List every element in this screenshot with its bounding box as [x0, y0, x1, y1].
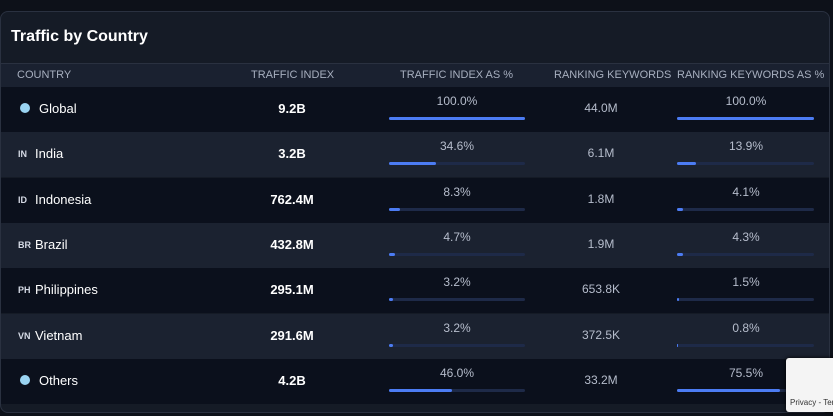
- country-name: Philippines: [35, 282, 98, 298]
- progress-bar: [677, 388, 781, 392]
- traffic-index: 295.1M: [270, 282, 314, 298]
- table-row: [1, 177, 829, 223]
- table-row: [1, 132, 829, 178]
- ranking-keywords: 372.5K: [581, 327, 621, 342]
- column-header: RANKING KEYWORDS AS %: [677, 69, 825, 81]
- traffic-pct-label: 3.2%: [443, 320, 471, 335]
- column-header: TRAFFIC INDEX AS %: [400, 69, 514, 81]
- ranking-keywords: 6.1M: [587, 146, 615, 161]
- traffic-index: 432.8M: [270, 236, 314, 252]
- country-code: BR: [18, 239, 31, 250]
- traffic-pct-label: 34.6%: [439, 139, 475, 154]
- country-code: ID: [18, 194, 27, 205]
- traffic-card: Traffic by Country COUNTRY TRAFFIC INDEX T…: [0, 11, 830, 413]
- country-code: IN: [18, 149, 27, 160]
- country-code: PH: [18, 285, 31, 296]
- progress-track: [677, 207, 814, 211]
- column-header: COUNTRY: [17, 69, 72, 81]
- country-name: Vietnam: [35, 327, 83, 343]
- table-row: [1, 358, 829, 404]
- recaptcha-text[interactable]: Privacy - Terms: [790, 398, 833, 407]
- globe-icon: [20, 103, 30, 113]
- progress-bar: [389, 162, 437, 166]
- progress-bar: [677, 117, 814, 120]
- table-row: [1, 313, 829, 359]
- keywords-pct-label: 100.0%: [725, 94, 767, 108]
- traffic-index: 4.2B: [278, 372, 306, 388]
- progress-track: [677, 298, 814, 302]
- country-name: Indonesia: [35, 191, 92, 207]
- traffic-index: 291.6M: [270, 327, 314, 343]
- keywords-pct-label: 13.9%: [728, 139, 764, 154]
- table-header: [1, 63, 829, 88]
- progress-track: [389, 388, 525, 392]
- table-row: [1, 87, 829, 132]
- country-name: Brazil: [35, 236, 68, 252]
- traffic-index: 9.2B: [278, 101, 306, 116]
- column-header: RANKING KEYWORDS: [554, 69, 672, 81]
- traffic-pct-label: 100.0%: [436, 94, 478, 108]
- progress-bar: [389, 298, 394, 302]
- progress-track: [677, 343, 814, 347]
- progress-bar: [677, 252, 683, 256]
- table-row: [1, 222, 829, 268]
- keywords-pct-label: 0.8%: [732, 320, 760, 335]
- progress-track: [389, 162, 525, 166]
- progress-track: [389, 343, 525, 347]
- progress-bar: [389, 388, 452, 392]
- ranking-keywords: 1.8M: [587, 191, 615, 206]
- progress-bar: [677, 343, 679, 347]
- ranking-keywords: 33.2M: [584, 372, 618, 387]
- keywords-pct-label: 1.5%: [732, 275, 760, 290]
- column-header: TRAFFIC INDEX: [251, 69, 335, 81]
- traffic-pct-label: 8.3%: [443, 184, 471, 199]
- ranking-keywords: 653.8K: [581, 282, 621, 297]
- progress-bar: [677, 162, 697, 166]
- progress-bar: [389, 117, 525, 120]
- card-title: Traffic by Country: [11, 28, 148, 45]
- progress-bar: [389, 207, 401, 211]
- traffic-pct-label: 4.7%: [443, 229, 471, 244]
- traffic-pct-label: 46.0%: [439, 365, 475, 380]
- progress-bar: [677, 207, 683, 211]
- keywords-pct-label: 4.1%: [732, 184, 760, 199]
- progress-bar: [389, 343, 394, 347]
- country-name: Others: [39, 372, 79, 388]
- country-name: Global: [39, 101, 77, 116]
- traffic-index: 3.2B: [278, 146, 306, 162]
- table-row: [1, 268, 829, 314]
- progress-track: [677, 252, 814, 256]
- country-name: India: [35, 146, 64, 162]
- country-code: VN: [18, 330, 31, 341]
- progress-track: [389, 298, 525, 302]
- ranking-keywords: 1.9M: [587, 236, 615, 251]
- traffic-pct-label: 3.2%: [443, 275, 471, 290]
- progress-bar: [677, 298, 680, 302]
- traffic-index: 762.4M: [270, 191, 314, 207]
- keywords-pct-label: 75.5%: [728, 365, 764, 380]
- keywords-pct-label: 4.3%: [732, 229, 760, 244]
- progress-bar: [389, 252, 396, 256]
- globe-icon: [20, 374, 30, 385]
- progress-track: [677, 162, 814, 166]
- progress-track: [389, 207, 525, 211]
- progress-track: [389, 252, 525, 256]
- ranking-keywords: 44.0M: [584, 101, 618, 115]
- recaptcha-badge[interactable]: Privacy - Terms: [786, 358, 833, 412]
